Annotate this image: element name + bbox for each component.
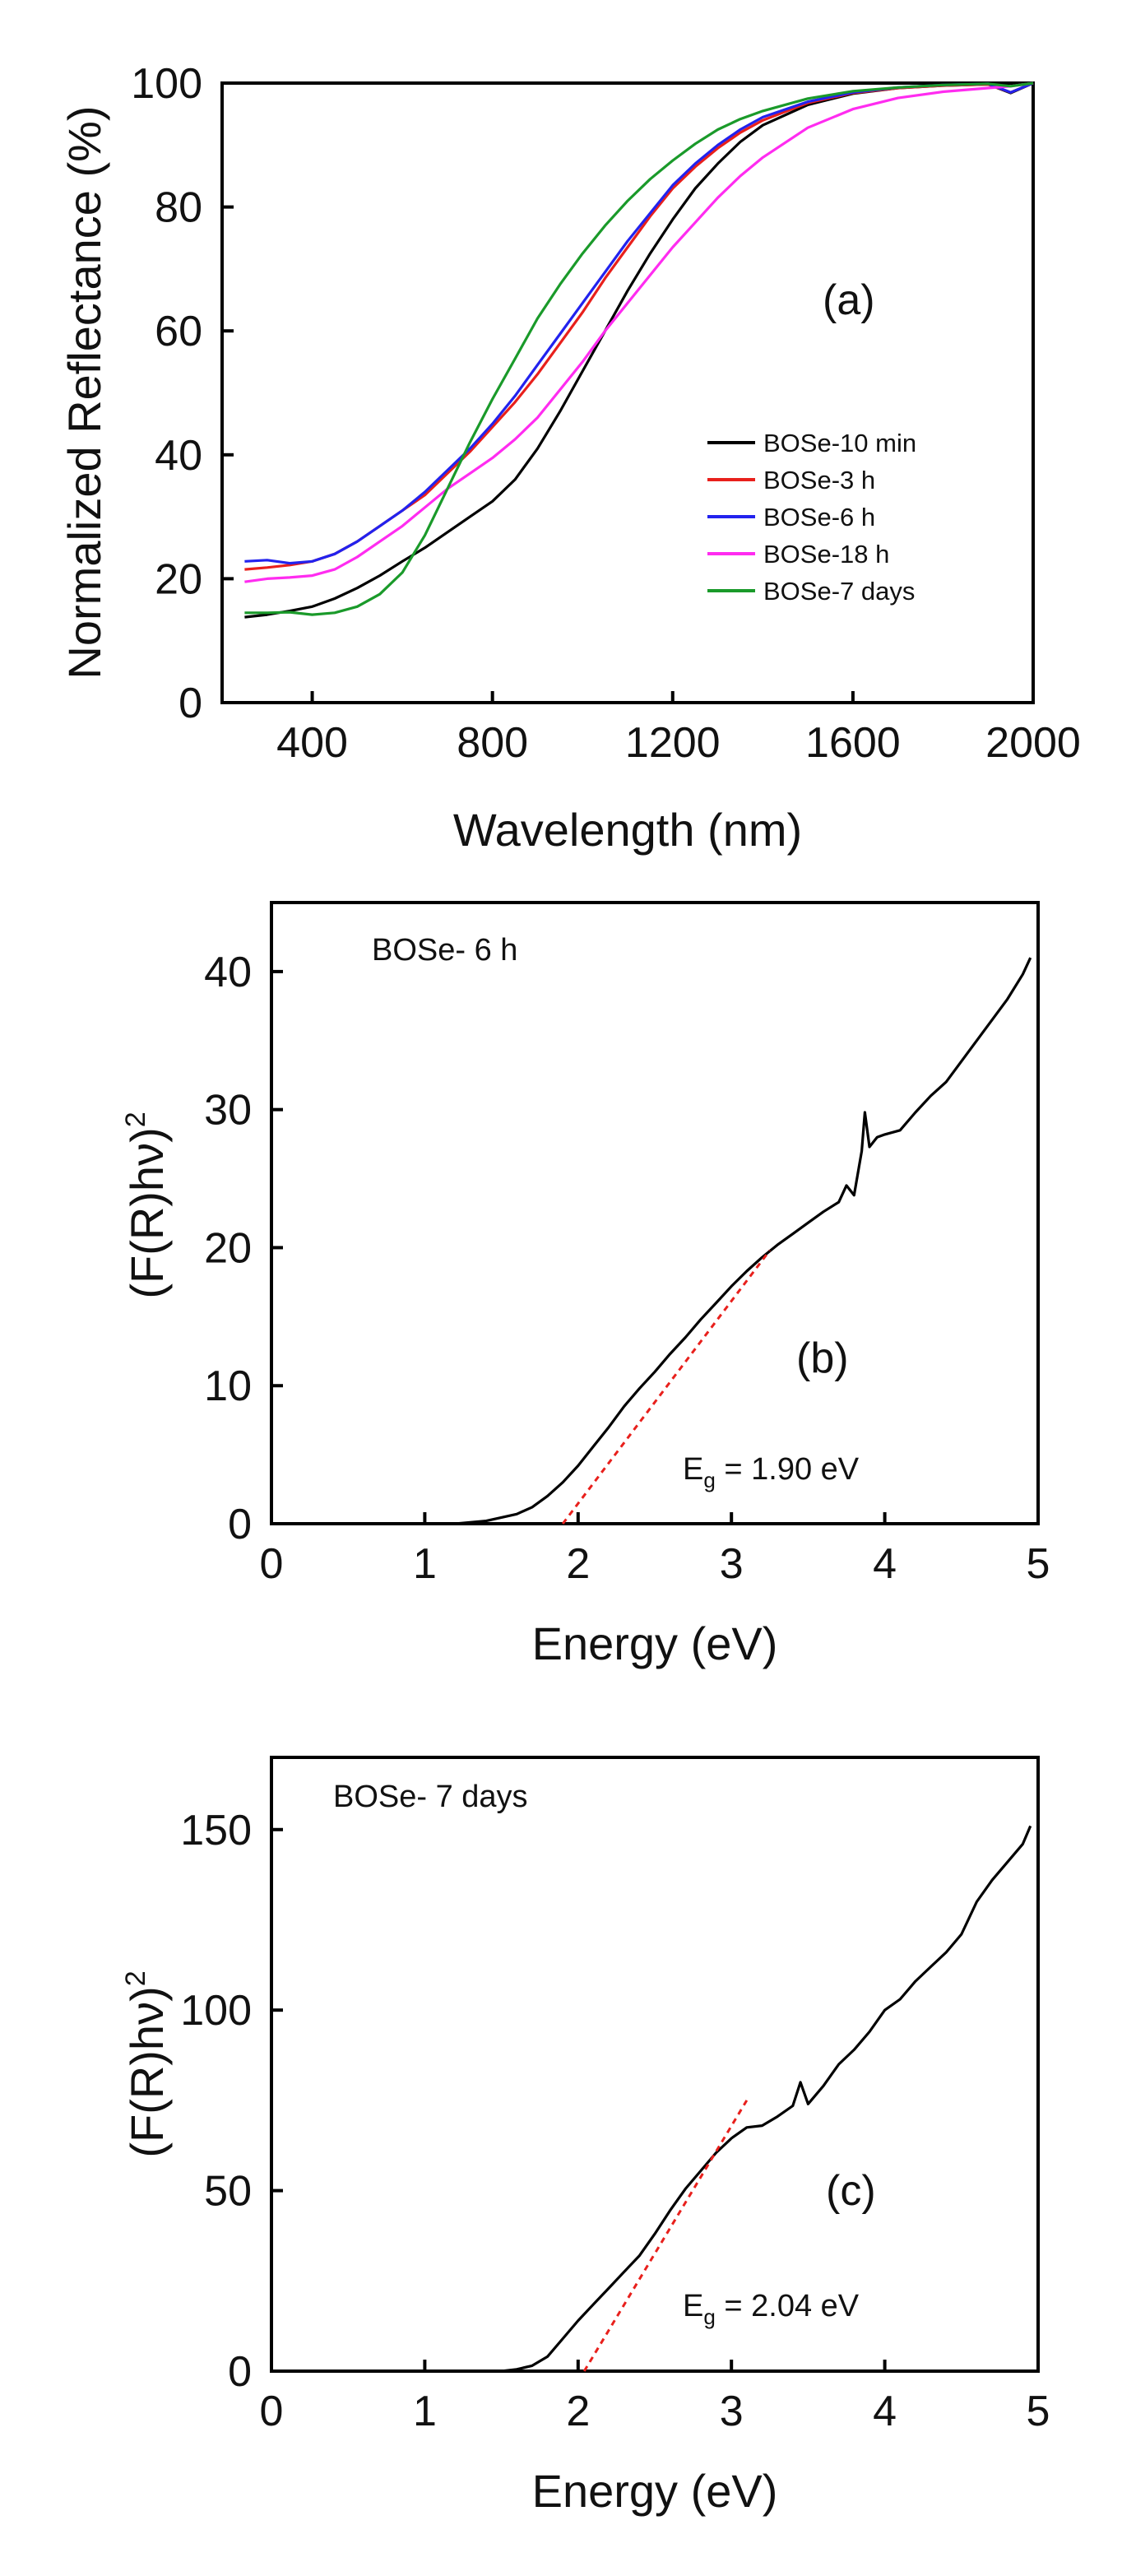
panel-b-plot-frame — [270, 901, 1040, 1525]
panel-a-x-ticks: 400 800 1200 1600 2000 — [276, 691, 1081, 767]
panel-a-ylabel: Normalized Reflectance (%) — [58, 105, 110, 679]
panel-b-sample-label: BOSe- 6 h — [372, 933, 517, 968]
panel-a-y-ticks: 0 20 40 60 80 100 — [131, 60, 234, 727]
legend-label-7days: BOSe-7 days — [763, 577, 915, 606]
panel-c-x-ticks: 0 1 2 3 4 5 — [260, 2360, 1050, 2435]
panel-b-xtick-label-5: 5 — [1027, 1540, 1050, 1588]
panel-b-eg-label: Eg = 1.90 eV — [683, 1452, 860, 1492]
panel-c-xtick-label-0: 0 — [260, 2388, 284, 2435]
series-line-bose-6-h — [244, 81, 1034, 565]
series-line-bose-7-days — [244, 81, 1034, 616]
panel-a-ytick-label-20: 20 — [155, 555, 202, 603]
panel-a-ytick-label-40: 40 — [155, 432, 202, 480]
panel-b-ytick-label-30: 30 — [204, 1087, 252, 1135]
panel-b-ylabel: (F(R)hν)2 — [120, 1112, 173, 1298]
panel-b-xtick-label-3: 3 — [720, 1540, 744, 1588]
panel-c-y-ticks: 0 50 100 150 — [180, 1807, 283, 2396]
panel-c-xtick-label-2: 2 — [566, 2388, 590, 2435]
panel-b-ytick-label-0: 0 — [228, 1501, 252, 1548]
legend-label-18h: BOSe-18 h — [763, 540, 889, 569]
panel-c-xtick-label-5: 5 — [1027, 2388, 1050, 2435]
panel-b-x-ticks: 0 1 2 3 4 5 — [260, 1512, 1050, 1588]
panel-a-xtick-label-400: 400 — [276, 719, 348, 767]
panel-a-ytick-label-100: 100 — [131, 60, 202, 108]
panel-c-tauc-fit-line — [582, 2100, 749, 2372]
panel-c-sample-label: BOSe- 7 days — [333, 1780, 528, 1814]
panel-b-y-ticks: 0 10 20 30 40 — [204, 949, 283, 1548]
series-line-bose-18-h — [244, 81, 1034, 583]
panel-a-xlabel: Wavelength (nm) — [453, 804, 802, 856]
panel-a-xtick-label-1600: 1600 — [805, 719, 901, 767]
panel-c-ytick-label-150: 150 — [180, 1807, 252, 1854]
panel-c-ytick-label-50: 50 — [204, 2168, 252, 2216]
panel-c-series-group — [501, 1825, 1032, 2373]
series-line-bose-6-h — [455, 957, 1032, 1525]
panel-b: 0 1 2 3 4 5 0 10 20 30 40 BOSe- 6 h (b) Eg = 1.90… — [120, 901, 1050, 1669]
panel-a-xtick-label-1200: 1200 — [625, 719, 721, 767]
panel-c-xtick-label-1: 1 — [413, 2388, 437, 2435]
panel-b-ytick-label-20: 20 — [204, 1224, 252, 1272]
panel-c-label: (c) — [826, 2167, 876, 2215]
legend-label-10min: BOSe-10 min — [763, 429, 916, 457]
panel-c-ytick-label-100: 100 — [180, 1987, 252, 2035]
panel-a-ytick-label-60: 60 — [155, 308, 202, 355]
panel-b-ytick-label-10: 10 — [204, 1362, 252, 1410]
panel-b-xtick-label-0: 0 — [260, 1540, 284, 1588]
panel-a-ytick-label-80: 80 — [155, 184, 202, 232]
series-line-bose-3-h — [244, 81, 1034, 571]
legend-label-3h: BOSe-3 h — [763, 466, 875, 494]
legend-label-6h: BOSe-6 h — [763, 503, 875, 531]
panel-c-plot-frame — [270, 1756, 1040, 2373]
panel-c-eg-label: Eg = 2.04 eV — [683, 2289, 860, 2329]
panel-a-label: (a) — [823, 276, 875, 324]
panel-a-xtick-label-2000: 2000 — [985, 719, 1081, 767]
panel-c-ytick-label-0: 0 — [228, 2348, 252, 2396]
panel-b-xtick-label-2: 2 — [566, 1540, 590, 1588]
panel-b-xtick-label-1: 1 — [413, 1540, 437, 1588]
panel-b-xlabel: Energy (eV) — [532, 1618, 778, 1669]
panel-a-series-group — [244, 81, 1034, 619]
panel-b-tauc-fit-line — [561, 1249, 771, 1525]
panel-a: 400 800 1200 1600 2000 0 20 40 60 80 100 Waveleng… — [58, 60, 1081, 856]
panel-c: 0 1 2 3 4 5 0 50 100 150 BOSe- 7 days (c) Eg = 2… — [120, 1756, 1050, 2517]
panel-b-xtick-label-4: 4 — [873, 1540, 897, 1588]
panel-c-xlabel: Energy (eV) — [532, 2465, 778, 2517]
panel-c-xtick-label-4: 4 — [873, 2388, 897, 2435]
series-line-bose-7-days — [501, 1825, 1032, 2373]
panel-c-xtick-label-3: 3 — [720, 2388, 744, 2435]
panel-c-ylabel: (F(R)hν)2 — [120, 1970, 173, 2157]
panel-a-legend: BOSe-10 min BOSe-3 h BOSe-6 h BOSe-18 h … — [707, 429, 916, 606]
panel-b-ytick-label-40: 40 — [204, 949, 252, 996]
panel-b-series-group — [455, 957, 1032, 1525]
panel-a-plot-frame — [220, 81, 1035, 704]
panel-a-ytick-label-0: 0 — [178, 680, 202, 727]
panel-b-label: (b) — [796, 1334, 849, 1382]
panel-a-xtick-label-800: 800 — [457, 719, 528, 767]
